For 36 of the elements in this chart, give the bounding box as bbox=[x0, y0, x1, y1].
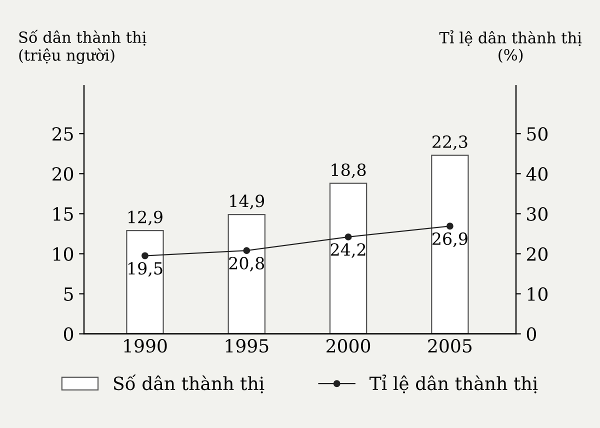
bar bbox=[228, 214, 266, 334]
y2-tick-label: 40 bbox=[526, 167, 548, 181]
y-tick-label: 0 bbox=[64, 327, 74, 341]
x-tick-label: 2005 bbox=[428, 339, 472, 353]
y2-tick-label: 0 bbox=[526, 327, 536, 341]
data-label: 19,5 bbox=[128, 262, 162, 277]
bar bbox=[329, 182, 368, 334]
y-axis-title: Số dân thành thị (triệu người) bbox=[19, 30, 146, 64]
x-tick-label: 2000 bbox=[326, 339, 370, 353]
data-label: 24,2 bbox=[330, 243, 366, 258]
y2-tick-label: 30 bbox=[527, 207, 548, 221]
point bbox=[344, 233, 352, 240]
legend-label: Số dân thành thị bbox=[114, 374, 264, 394]
point bbox=[243, 247, 250, 254]
data-label: 26,9 bbox=[432, 232, 468, 248]
y2-tick-label: 10 bbox=[528, 287, 548, 301]
y2-axis-title: Tỉ lệ dân thành thị (%) bbox=[439, 30, 582, 63]
data-label: 18,8 bbox=[332, 163, 366, 178]
point bbox=[142, 252, 148, 260]
bar bbox=[431, 154, 469, 334]
legend-label: Tỉ lệ dân thành thị bbox=[370, 374, 538, 394]
y-tick-label: 10 bbox=[54, 247, 74, 261]
bar bbox=[126, 230, 164, 334]
y-tick-label: 5 bbox=[64, 287, 73, 301]
y-tick-label: 15 bbox=[54, 207, 73, 221]
data-label: 22,3 bbox=[432, 135, 468, 150]
y2-tick-label: 20 bbox=[526, 247, 548, 261]
y2-tick-label: 50 bbox=[527, 127, 548, 141]
data-label: 20,8 bbox=[229, 256, 264, 272]
y-tick-label: 25 bbox=[52, 127, 73, 141]
data-label: 12,9 bbox=[128, 210, 162, 226]
x-tick-label: 1990 bbox=[124, 339, 167, 353]
data-label: 14,9 bbox=[230, 194, 264, 210]
x-tick-label: 1995 bbox=[226, 339, 268, 353]
point bbox=[446, 222, 454, 230]
y-tick-label: 20 bbox=[52, 167, 74, 181]
